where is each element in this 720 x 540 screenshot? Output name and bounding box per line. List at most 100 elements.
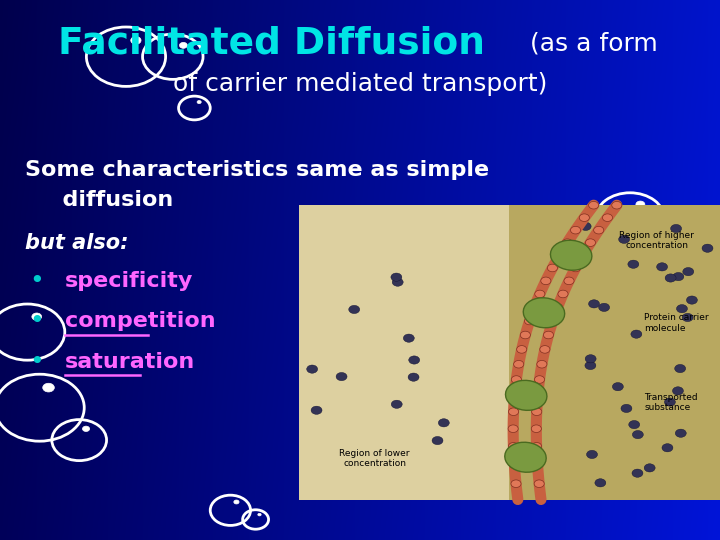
Circle shape (521, 331, 531, 339)
Circle shape (686, 296, 698, 304)
Circle shape (391, 273, 402, 281)
Text: Transported
substance: Transported substance (644, 393, 698, 412)
Text: Region of higher
concentration: Region of higher concentration (619, 231, 694, 250)
Circle shape (633, 260, 636, 263)
Circle shape (662, 444, 673, 452)
Circle shape (517, 346, 527, 353)
Circle shape (234, 500, 239, 504)
Circle shape (598, 303, 610, 312)
Circle shape (631, 330, 642, 338)
Circle shape (585, 239, 595, 246)
Text: competition: competition (65, 311, 215, 332)
Circle shape (564, 277, 574, 285)
Circle shape (580, 214, 590, 221)
Circle shape (508, 408, 518, 415)
Circle shape (197, 100, 201, 104)
Circle shape (629, 421, 639, 429)
Circle shape (673, 273, 684, 281)
Circle shape (628, 260, 639, 268)
Circle shape (511, 376, 521, 383)
Circle shape (577, 252, 588, 259)
Circle shape (32, 313, 42, 320)
Circle shape (612, 201, 622, 209)
Circle shape (621, 404, 632, 413)
Circle shape (540, 346, 550, 353)
Circle shape (510, 392, 520, 399)
Circle shape (632, 469, 643, 477)
Circle shape (392, 278, 403, 286)
Circle shape (682, 313, 693, 322)
Circle shape (613, 382, 624, 391)
Circle shape (311, 406, 322, 414)
Text: (as a form: (as a form (522, 31, 658, 55)
Circle shape (702, 244, 713, 252)
Circle shape (307, 365, 318, 373)
Circle shape (603, 214, 613, 221)
Circle shape (670, 225, 682, 233)
Circle shape (531, 425, 541, 433)
Circle shape (675, 429, 686, 437)
Ellipse shape (551, 240, 592, 270)
Circle shape (508, 443, 518, 450)
Ellipse shape (505, 442, 546, 472)
Circle shape (683, 267, 694, 276)
Circle shape (618, 235, 629, 244)
Circle shape (531, 443, 541, 450)
Circle shape (544, 331, 554, 339)
Text: •: • (29, 269, 43, 293)
Circle shape (533, 461, 543, 468)
Circle shape (588, 201, 599, 209)
Circle shape (42, 383, 54, 392)
Circle shape (588, 300, 600, 308)
Circle shape (665, 274, 676, 282)
Ellipse shape (523, 298, 564, 328)
Circle shape (409, 356, 420, 364)
Circle shape (541, 277, 551, 285)
Circle shape (537, 360, 547, 368)
Circle shape (562, 239, 572, 246)
Circle shape (585, 361, 596, 369)
Text: but also:: but also: (25, 233, 129, 253)
Circle shape (657, 263, 667, 271)
Circle shape (438, 418, 449, 427)
Circle shape (336, 373, 347, 381)
Text: saturation: saturation (65, 352, 195, 372)
Circle shape (587, 450, 598, 458)
Circle shape (595, 479, 606, 487)
Circle shape (408, 373, 419, 381)
Circle shape (432, 436, 443, 444)
Bar (299, 205, 720, 500)
Text: •: • (29, 309, 43, 333)
Circle shape (258, 514, 261, 516)
Text: Region of lower
concentration: Region of lower concentration (339, 449, 410, 468)
Text: •: • (29, 350, 43, 374)
Circle shape (535, 290, 545, 298)
Circle shape (558, 290, 568, 298)
Circle shape (524, 317, 535, 325)
Circle shape (570, 226, 580, 234)
Text: Facilitated Diffusion: Facilitated Diffusion (58, 25, 485, 61)
Circle shape (531, 408, 541, 415)
Circle shape (348, 305, 360, 314)
Circle shape (83, 426, 89, 431)
Circle shape (675, 364, 685, 373)
Circle shape (179, 43, 187, 48)
Circle shape (677, 305, 688, 313)
Circle shape (534, 376, 544, 383)
Circle shape (636, 201, 645, 208)
Text: of carrier mediated transport): of carrier mediated transport) (173, 72, 547, 96)
Circle shape (547, 264, 557, 272)
Circle shape (665, 398, 675, 406)
Circle shape (529, 303, 539, 311)
Circle shape (585, 355, 596, 363)
Circle shape (533, 392, 543, 399)
Circle shape (570, 264, 580, 272)
Text: Protein carrier
molecule: Protein carrier molecule (644, 313, 708, 333)
Circle shape (552, 303, 562, 311)
Circle shape (632, 430, 644, 438)
Circle shape (672, 387, 683, 395)
Text: diffusion: diffusion (47, 190, 173, 210)
Circle shape (131, 37, 141, 44)
Ellipse shape (505, 380, 547, 410)
Circle shape (511, 480, 521, 488)
